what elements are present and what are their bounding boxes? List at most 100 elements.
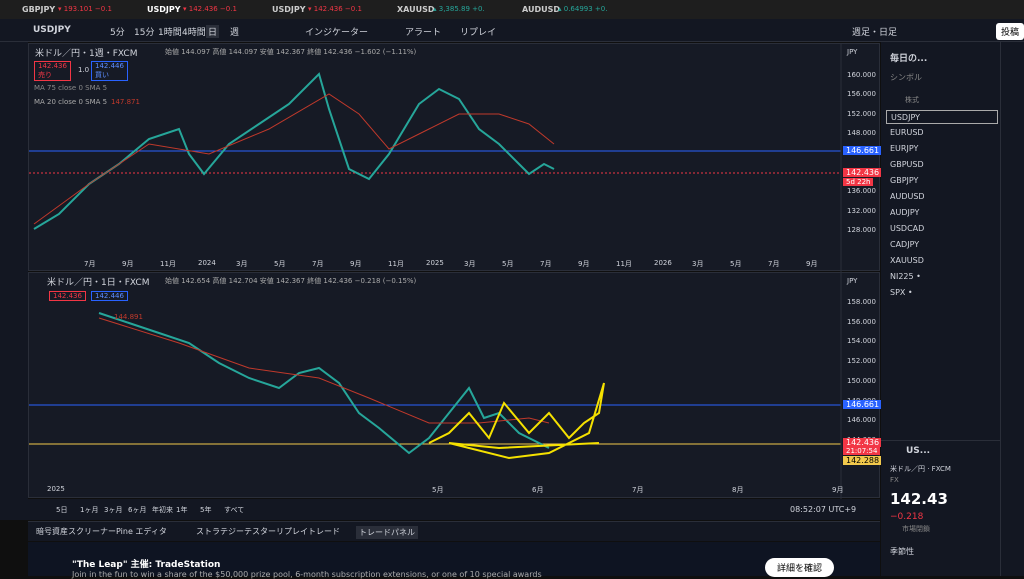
y-tick-label: 148.000 (847, 129, 876, 138)
layout[interactable]: 週足・日足 (852, 28, 898, 38)
alert[interactable]: アラート (405, 28, 442, 38)
lot: 1.0 (78, 66, 90, 74)
countdown: 5d 22h (843, 178, 874, 186)
tab-bar (0, 0, 1024, 19)
interval[interactable]: 4時間 (182, 28, 206, 38)
line-label: 146.661 (843, 400, 883, 409)
tab-symbol[interactable]: AUDUSD (522, 5, 560, 14)
ohlc: 始値 144.097 高値 144.097 安値 142.367 終値 142.… (165, 48, 417, 56)
ad-button[interactable]: 詳細を確認 (765, 558, 835, 577)
x-tick-label: 3月 (236, 260, 248, 268)
x-tick-label: 7月 (540, 260, 552, 268)
ohlc: 始値 142.654 高値 142.704 安値 142.367 終値 142.… (165, 277, 417, 285)
interval[interactable]: 5分 (110, 28, 125, 38)
price-label: 142.436 (843, 438, 883, 447)
panel-tab[interactable]: トレードパネル (356, 526, 418, 539)
buy[interactable]: 142.446 買い (91, 61, 128, 81)
detail-status: 市場閉鎖 (902, 525, 930, 533)
range[interactable]: 5日 (56, 506, 68, 514)
y-tick-label: 160.000 (847, 71, 876, 79)
left-tools (0, 42, 28, 520)
tab-quote: ▾ 142.436 −0.1 (183, 5, 237, 13)
range[interactable]: すべて (224, 506, 245, 514)
tab-symbol[interactable]: XAUUSD (397, 5, 435, 14)
watch-item[interactable]: EURJPY (890, 144, 919, 153)
currency: JPY (847, 277, 858, 285)
x-tick-label: 7月 (768, 260, 780, 268)
range[interactable]: 6ヶ月 (128, 506, 147, 514)
section: 季節性 (890, 547, 914, 556)
sell[interactable]: 142.436 売り (34, 61, 71, 81)
tab-symbol[interactable]: USDJPY (272, 5, 306, 14)
indicators[interactable]: インジケーター (305, 28, 369, 38)
ad (28, 542, 880, 576)
low-label: 142.288 (843, 456, 883, 465)
pane-bottom: 米ドル／円・1日・FXCM 始値 142.654 高値 142.704 安値 1… (28, 272, 883, 499)
watch-item[interactable]: CADJPY (890, 240, 920, 249)
tab-symbol[interactable]: USDJPY (147, 5, 181, 14)
x-tick-label: 9月 (122, 260, 134, 268)
range[interactable]: 1年 (176, 506, 188, 514)
toolbar (0, 19, 1024, 42)
watch-item[interactable]: NI225 • (890, 272, 921, 281)
watch-item[interactable]: XAUUSD (890, 256, 924, 265)
x-tick-label: 6月 (532, 486, 544, 494)
x-tick-label: 5月 (730, 260, 742, 268)
symbol[interactable]: USDJPY (33, 25, 71, 35)
interval[interactable]: 15分 (134, 28, 155, 38)
watch-item[interactable]: AUDJPY (890, 208, 920, 217)
interval[interactable]: 1時間 (158, 28, 182, 38)
range[interactable]: 1ヶ月 (80, 506, 99, 514)
buy[interactable]: 142.446 (91, 291, 128, 301)
replay[interactable]: リプレイ (460, 28, 497, 38)
y-tick-label: 156.000 (847, 317, 876, 326)
x-tick-label: 2026 (654, 259, 672, 267)
watch-item[interactable]: USDJPY (886, 110, 998, 124)
x-tick-label: 3月 (464, 260, 476, 268)
x-tick-label: 9月 (350, 260, 362, 268)
y-tick-label: 152.000 (847, 357, 876, 366)
y-tick-label: 128.000 (847, 226, 876, 235)
ma1: MA 75 close 0 SMA 5 (34, 84, 108, 92)
detail-name: 米ドル／円 · FXCM (890, 465, 951, 473)
range-bar (28, 499, 880, 520)
publish[interactable]: 投稿 (996, 23, 1024, 40)
ma2: MA 20 close 0 SMA 5 (34, 98, 108, 106)
sell[interactable]: 142.436 (49, 291, 86, 301)
detail-price: 142.43 (890, 490, 948, 508)
panel-tab[interactable]: リプレイトレード (276, 527, 340, 536)
detail-type: FX (890, 476, 899, 484)
range[interactable]: 5年 (200, 506, 212, 514)
panel-tab[interactable]: 暗号資産スクリーナー (36, 527, 116, 536)
watch-item[interactable]: AUDUSD (890, 192, 925, 201)
watch-item[interactable]: GBPJPY (890, 176, 919, 185)
watch-item[interactable]: USDCAD (890, 224, 925, 233)
panel-tab[interactable]: Pine エディタ (116, 527, 167, 536)
sell-label: 売り (38, 71, 52, 79)
watch-item[interactable]: GBPUSD (890, 160, 924, 169)
pane-title: 米ドル／円・1日・FXCM (47, 278, 150, 288)
x-tick-label: 2025 (47, 485, 65, 493)
ma-value: 144.891 (114, 313, 143, 321)
interval[interactable]: 週 (230, 28, 240, 38)
panel-tab[interactable]: ストラテジーテスター (196, 527, 276, 536)
watch-item[interactable]: SPX • (890, 288, 913, 297)
interval[interactable]: 日 (206, 25, 220, 38)
x-tick-label: 5月 (274, 260, 286, 268)
buy-price: 142.446 (95, 62, 124, 70)
tab-symbol[interactable]: GBPJPY (22, 5, 56, 14)
range[interactable]: 3ヶ月 (104, 506, 123, 514)
x-tick-label: 11月 (160, 260, 176, 268)
tab-quote: ▴ 0.64993 +0. (558, 5, 608, 13)
range[interactable]: 年初来 (152, 506, 173, 514)
x-tick-label: 2024 (198, 259, 216, 267)
x-tick-label: 9月 (832, 486, 844, 494)
watchlist-title[interactable]: 毎日の... (890, 54, 928, 64)
tab-quote: ▾ 193.101 −0.1 (58, 5, 112, 13)
group: 株式 (905, 96, 919, 104)
detail-change: −0.218 (890, 512, 924, 522)
y-tick-label: 152.000 (847, 109, 876, 118)
tab-quote: ▾ 142.436 −0.1 (308, 5, 362, 13)
right-icons (1000, 42, 1024, 576)
watch-item[interactable]: EURUSD (890, 128, 924, 137)
